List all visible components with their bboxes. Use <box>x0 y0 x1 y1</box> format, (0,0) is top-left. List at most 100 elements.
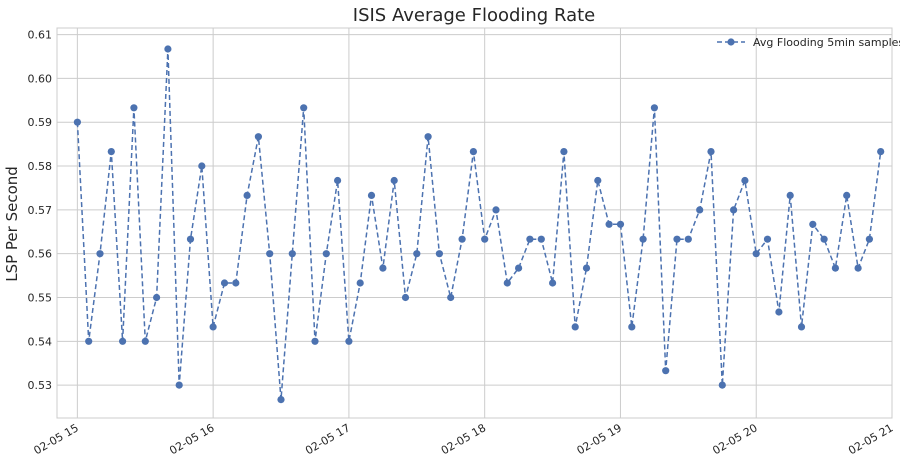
data-point <box>413 250 421 258</box>
data-point <box>831 264 840 272</box>
plot-border <box>56 27 893 419</box>
data-point <box>594 176 602 185</box>
data-point <box>424 133 432 141</box>
data-point <box>458 235 466 243</box>
y-tick-label: 0.55 <box>28 291 53 304</box>
data-point <box>628 323 636 331</box>
data-point <box>334 176 342 185</box>
y-tick-label: 0.57 <box>28 204 53 217</box>
data-point <box>164 45 172 53</box>
data-point <box>571 323 579 331</box>
legend-marker-swatch <box>727 38 735 46</box>
legend: Avg Flooding 5min samples <box>717 36 900 49</box>
y-axis-ticks: 0.53 0.54 0.55 0.56 0.57 0.58 0.59 0.60 0.61 <box>28 29 53 393</box>
data-point <box>266 250 274 258</box>
data-point <box>300 104 308 112</box>
data-point <box>616 220 625 228</box>
x-tick-label: 02-05 19 <box>575 421 624 457</box>
data-point <box>763 235 772 243</box>
data-point <box>367 191 376 199</box>
data-point <box>390 176 398 185</box>
x-axis-ticks: 02-05 15 02-05 16 02-05 17 02-05 18 02-05 19… <box>32 421 896 457</box>
y-tick-label: 0.60 <box>28 72 53 85</box>
data-point <box>73 118 81 126</box>
data-point <box>288 250 296 258</box>
data-point <box>311 337 319 345</box>
series-markers <box>73 45 885 404</box>
x-tick-label: 02-05 17 <box>303 421 352 457</box>
data-point <box>560 148 568 156</box>
data-point <box>582 264 591 272</box>
data-point <box>379 264 387 272</box>
data-point <box>786 191 794 199</box>
data-point <box>232 279 240 287</box>
data-point <box>775 308 783 316</box>
data-point <box>186 235 195 243</box>
data-point <box>537 235 545 243</box>
data-point <box>254 133 262 141</box>
data-point <box>85 337 93 345</box>
x-tick-label: 02-05 15 <box>32 421 81 457</box>
data-point <box>107 148 115 156</box>
data-point <box>322 250 330 258</box>
data-point <box>198 162 206 170</box>
data-point <box>707 148 715 156</box>
data-point <box>401 293 410 302</box>
x-tick-label: 02-05 20 <box>710 421 759 457</box>
data-point <box>481 235 489 243</box>
data-point <box>130 104 138 112</box>
data-point <box>345 337 353 345</box>
y-tick-label: 0.58 <box>28 160 53 173</box>
data-point <box>96 250 104 258</box>
data-point <box>549 279 557 287</box>
y-tick-label: 0.56 <box>28 248 53 261</box>
data-point <box>209 323 217 331</box>
data-point <box>854 264 862 272</box>
data-point <box>730 206 738 214</box>
data-point <box>119 337 127 345</box>
data-point <box>684 235 692 243</box>
plot-area <box>56 27 893 419</box>
data-point <box>673 235 681 243</box>
x-tick-label: 02-05 18 <box>439 421 488 457</box>
series-line <box>76 48 882 400</box>
y-tick-label: 0.54 <box>28 335 53 348</box>
data-point <box>356 279 364 287</box>
data-point <box>809 220 817 228</box>
data-point <box>662 367 670 375</box>
y-axis-title: LSP Per Second <box>3 166 21 282</box>
data-point <box>153 293 161 302</box>
data-point <box>447 293 455 302</box>
data-point <box>503 279 511 287</box>
y-tick-label: 0.53 <box>28 379 53 392</box>
x-tick-label: 02-05 16 <box>167 421 216 457</box>
x-tick-label: 02-05 21 <box>846 421 895 457</box>
data-point <box>650 104 659 112</box>
data-point <box>797 323 806 331</box>
data-point <box>696 206 704 214</box>
data-point <box>469 148 477 156</box>
data-point <box>877 148 885 156</box>
data-point <box>865 235 874 243</box>
data-point <box>741 176 749 185</box>
data-point <box>515 264 523 272</box>
y-tick-label: 0.59 <box>28 116 53 129</box>
legend-label: Avg Flooding 5min samples <box>753 36 900 49</box>
data-point <box>277 396 285 404</box>
data-point <box>435 250 443 258</box>
chart-title: ISIS Average Flooding Rate <box>353 5 595 26</box>
data-point <box>639 235 647 243</box>
data-point <box>605 220 613 228</box>
data-point <box>175 381 183 389</box>
data-point <box>243 191 251 199</box>
data-point <box>220 279 229 287</box>
data-point <box>843 191 851 199</box>
data-point <box>526 235 534 243</box>
data-point <box>141 337 149 345</box>
y-tick-label: 0.61 <box>28 29 53 42</box>
data-point <box>752 250 760 258</box>
data-point <box>718 381 726 389</box>
data-point <box>492 206 500 214</box>
data-point <box>820 235 828 243</box>
